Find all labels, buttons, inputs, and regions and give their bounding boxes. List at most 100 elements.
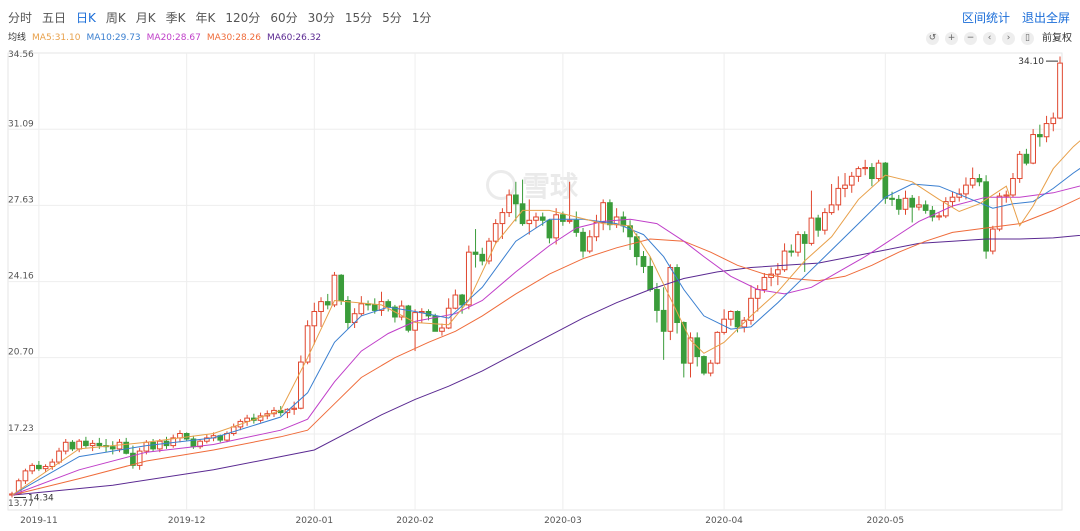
candle-body xyxy=(109,446,116,450)
x-tick-label: 2020-02 xyxy=(396,516,434,526)
candle-body xyxy=(848,175,855,186)
candle-body xyxy=(620,216,627,227)
candle-body xyxy=(553,214,560,239)
ma20-line xyxy=(11,185,1080,496)
ma60-line xyxy=(11,234,1080,496)
x-tick-label: 2020-03 xyxy=(544,516,582,526)
candle-body xyxy=(774,269,781,275)
candle-body xyxy=(674,267,680,323)
candle-body xyxy=(56,450,62,463)
candle-body xyxy=(69,441,76,450)
candle-body xyxy=(862,167,869,170)
exit-fullscreen-link[interactable]: 退出全屏 xyxy=(1021,11,1070,25)
candle-body xyxy=(385,301,392,308)
candle-body xyxy=(889,197,895,200)
candle-body xyxy=(1003,194,1010,197)
candle-body xyxy=(701,356,707,374)
candle-body xyxy=(439,327,445,332)
candle-body xyxy=(1036,134,1043,138)
tab-7[interactable]: 120分 xyxy=(225,11,261,25)
scroll-left-icon[interactable]: ‹ xyxy=(983,32,996,45)
candle-body xyxy=(922,204,929,211)
candle-body xyxy=(156,440,163,450)
tab-11[interactable]: 5分 xyxy=(382,11,402,25)
zoom-in-icon[interactable]: + xyxy=(945,32,958,45)
tab-12[interactable]: 1分 xyxy=(411,11,432,25)
y-tick-label: 13.77 xyxy=(8,499,34,509)
candle-body xyxy=(815,217,822,231)
zoom-out-icon[interactable]: − xyxy=(964,32,977,45)
ma10-line xyxy=(11,167,1080,496)
candle-body xyxy=(801,234,808,244)
tab-8[interactable]: 60分 xyxy=(270,11,298,25)
tab-4[interactable]: 月K xyxy=(135,11,156,25)
candle-body xyxy=(654,289,660,311)
reset-icon[interactable]: ↺ xyxy=(926,32,939,45)
candle-body xyxy=(89,442,96,447)
candle-style-icon[interactable]: ▯ xyxy=(1021,32,1034,45)
candle-body xyxy=(472,251,479,255)
candle-body xyxy=(324,301,331,306)
candle-body xyxy=(707,362,714,374)
tab-3[interactable]: 周K xyxy=(105,11,126,25)
candle-body xyxy=(566,219,573,222)
tab-2[interactable]: 日K xyxy=(76,11,96,25)
tab-1[interactable]: 五日 xyxy=(42,11,67,25)
candle-body xyxy=(130,452,136,466)
ma-legend-label: 均线 xyxy=(8,33,27,43)
candle-body xyxy=(727,311,734,320)
candle-body xyxy=(304,325,311,363)
watermark-text: 雪球 xyxy=(522,170,579,203)
tab-9[interactable]: 30分 xyxy=(307,11,335,25)
candle-body xyxy=(1016,153,1023,180)
candle-body xyxy=(398,305,405,318)
candle-body xyxy=(916,204,922,208)
x-tick-label: 2019-12 xyxy=(168,516,206,526)
ma5-line xyxy=(11,140,1080,496)
candle-body xyxy=(331,274,338,306)
y-tick-label: 31.09 xyxy=(8,119,34,129)
candle-body xyxy=(1050,117,1057,125)
x-tick-label: 2020-01 xyxy=(296,516,334,526)
y-tick-label: 27.63 xyxy=(8,195,34,205)
scroll-right-icon[interactable]: › xyxy=(1002,32,1015,45)
candle-body xyxy=(311,311,318,327)
candle-body xyxy=(842,184,848,189)
candle-body xyxy=(203,437,210,442)
y-tick-label: 24.16 xyxy=(8,272,34,282)
candle-body xyxy=(1023,153,1030,164)
range-stats-link[interactable]: 区间统计 xyxy=(961,11,1010,25)
candle-body xyxy=(1010,178,1016,196)
candle-body xyxy=(526,219,533,225)
tab-10[interactable]: 15分 xyxy=(344,11,373,25)
tab-0[interactable]: 分时 xyxy=(8,11,33,25)
candle-body xyxy=(573,219,580,233)
candle-body xyxy=(183,433,190,440)
candle-body xyxy=(660,309,667,332)
candle-body xyxy=(882,162,889,199)
candle-body xyxy=(983,181,989,252)
candle-body xyxy=(949,196,956,203)
ma-legend-item: MA30:28.26 xyxy=(206,33,261,43)
candle-body xyxy=(895,198,902,210)
candle-body xyxy=(869,167,875,180)
candle-body xyxy=(465,251,472,306)
candle-body xyxy=(969,178,976,186)
candle-body xyxy=(519,203,526,225)
candle-body xyxy=(76,440,83,450)
candle-body xyxy=(512,194,519,205)
ma-legend-item: MA60:26.32 xyxy=(266,33,322,43)
candle-body xyxy=(533,216,539,221)
candle-body xyxy=(49,461,56,467)
period-tabs: 分时 五日 日K 周K 月K 季K 年K 120分 60分 30分 15分 5分 1分 xyxy=(8,10,441,26)
tab-5[interactable]: 季K xyxy=(165,11,186,25)
candle-body xyxy=(580,231,586,252)
candle-body xyxy=(62,441,69,452)
tab-6[interactable]: 年K xyxy=(195,11,216,25)
candle-body xyxy=(936,215,942,218)
adjust-mode-button[interactable]: 前复权 xyxy=(1042,33,1072,44)
candle-body xyxy=(828,204,835,214)
candle-body xyxy=(586,236,593,252)
